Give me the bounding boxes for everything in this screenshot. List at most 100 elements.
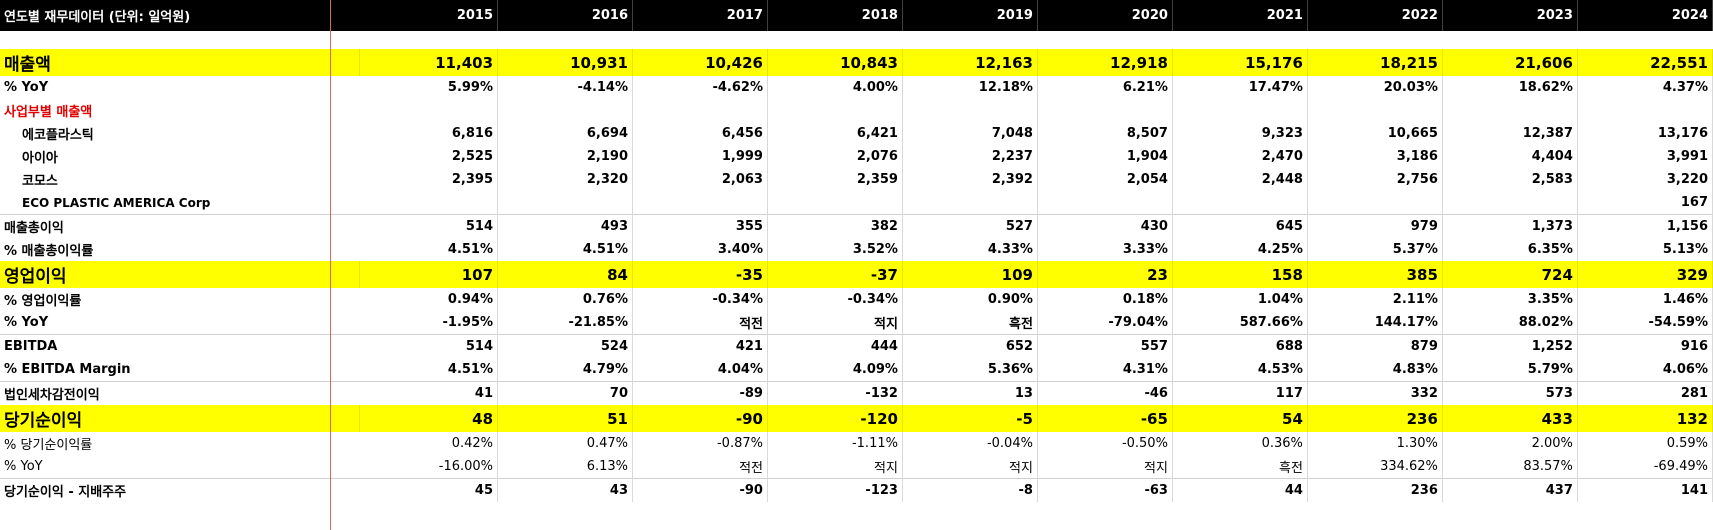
value-cell[interactable] xyxy=(359,99,499,122)
value-cell[interactable]: 1,156 xyxy=(1577,214,1713,238)
value-cell[interactable] xyxy=(359,191,499,215)
value-cell[interactable]: 2,395 xyxy=(359,168,499,191)
value-cell[interactable]: 0.18% xyxy=(1037,288,1173,311)
value-cell[interactable]: -123 xyxy=(767,478,903,502)
value-cell[interactable]: 652 xyxy=(902,334,1038,358)
value-cell[interactable]: -46 xyxy=(1037,381,1173,405)
value-cell[interactable]: -120 xyxy=(767,405,903,432)
empty-cell[interactable] xyxy=(1577,31,1712,49)
value-cell[interactable]: 10,843 xyxy=(767,49,903,76)
row-label[interactable]: 에코플라스틱 xyxy=(22,128,94,143)
value-cell[interactable] xyxy=(1037,191,1173,215)
value-cell[interactable]: -0.34% xyxy=(632,288,768,311)
value-cell[interactable]: 2,392 xyxy=(902,168,1038,191)
empty-cell[interactable] xyxy=(633,31,768,49)
value-cell[interactable]: 12,163 xyxy=(902,49,1038,76)
value-cell[interactable] xyxy=(1442,99,1578,122)
value-cell[interactable]: 3.35% xyxy=(1442,288,1578,311)
year-header[interactable]: 2017 xyxy=(632,0,768,31)
value-cell[interactable]: 0.59% xyxy=(1577,432,1713,455)
value-cell[interactable]: 573 xyxy=(1442,381,1578,405)
value-cell[interactable]: 43 xyxy=(497,478,633,502)
value-cell[interactable] xyxy=(497,99,633,122)
value-cell[interactable]: 107 xyxy=(359,261,499,288)
value-cell[interactable] xyxy=(497,191,633,215)
value-cell[interactable]: 6,816 xyxy=(359,122,499,145)
value-cell[interactable]: 332 xyxy=(1307,381,1443,405)
value-cell[interactable]: 4.31% xyxy=(1037,358,1173,382)
value-cell[interactable]: 7,048 xyxy=(902,122,1038,145)
value-cell[interactable]: 2,448 xyxy=(1172,168,1308,191)
empty-cell[interactable] xyxy=(1037,31,1172,49)
value-cell[interactable]: 444 xyxy=(767,334,903,358)
value-cell[interactable] xyxy=(632,99,768,122)
value-cell[interactable]: 430 xyxy=(1037,214,1173,238)
value-cell[interactable]: 15,176 xyxy=(1172,49,1308,76)
value-cell[interactable] xyxy=(1037,99,1173,122)
value-cell[interactable]: 1,252 xyxy=(1442,334,1578,358)
value-cell[interactable]: 144.17% xyxy=(1307,311,1443,335)
empty-cell[interactable] xyxy=(1442,31,1577,49)
value-cell[interactable]: 117 xyxy=(1172,381,1308,405)
value-cell[interactable]: 83.57% xyxy=(1442,455,1578,479)
value-cell[interactable]: 1,999 xyxy=(632,145,768,168)
value-cell[interactable]: 54 xyxy=(1172,405,1308,432)
value-cell[interactable] xyxy=(1172,191,1308,215)
year-header[interactable]: 2016 xyxy=(497,0,633,31)
value-cell[interactable]: 385 xyxy=(1307,261,1443,288)
value-cell[interactable]: -0.50% xyxy=(1037,432,1173,455)
value-cell[interactable] xyxy=(1307,191,1443,215)
value-cell[interactable]: 11,403 xyxy=(359,49,499,76)
value-cell[interactable]: 2,054 xyxy=(1037,168,1173,191)
year-header[interactable]: 2019 xyxy=(902,0,1038,31)
value-cell[interactable]: 1.46% xyxy=(1577,288,1713,311)
value-cell[interactable]: 6,456 xyxy=(632,122,768,145)
value-cell[interactable]: 70 xyxy=(497,381,633,405)
value-cell[interactable]: -37 xyxy=(767,261,903,288)
value-cell[interactable]: -5 xyxy=(902,405,1038,432)
row-label[interactable]: 법인세차감전이익 xyxy=(0,381,360,405)
empty-cell[interactable] xyxy=(902,31,1037,49)
value-cell[interactable]: -132 xyxy=(767,381,903,405)
row-label[interactable]: 코모스 xyxy=(22,174,58,189)
value-cell[interactable] xyxy=(767,191,903,215)
value-cell[interactable]: 4.53% xyxy=(1172,358,1308,382)
value-cell[interactable]: 979 xyxy=(1307,214,1443,238)
value-cell[interactable]: 4.33% xyxy=(902,238,1038,261)
value-cell[interactable]: 527 xyxy=(902,214,1038,238)
value-cell[interactable]: -0.34% xyxy=(767,288,903,311)
value-cell[interactable]: -90 xyxy=(632,405,768,432)
value-cell[interactable] xyxy=(1307,99,1443,122)
value-cell[interactable]: 329 xyxy=(1577,261,1713,288)
row-label[interactable]: % YoY xyxy=(4,459,43,474)
value-cell[interactable]: -65 xyxy=(1037,405,1173,432)
empty-cell[interactable] xyxy=(0,31,359,49)
value-cell[interactable]: 236 xyxy=(1307,478,1443,502)
value-cell[interactable]: 10,665 xyxy=(1307,122,1443,145)
value-cell[interactable]: 84 xyxy=(497,261,633,288)
value-cell[interactable]: -4.62% xyxy=(632,76,768,99)
year-header[interactable]: 2015 xyxy=(359,0,499,31)
value-cell[interactable]: 355 xyxy=(632,214,768,238)
row-label[interactable]: 사업부별 매출액 xyxy=(4,105,93,120)
value-cell[interactable] xyxy=(902,191,1038,215)
value-cell[interactable]: 6,694 xyxy=(497,122,633,145)
value-cell[interactable]: 5.99% xyxy=(359,76,499,99)
value-cell[interactable]: 2.11% xyxy=(1307,288,1443,311)
value-cell[interactable]: 흑전 xyxy=(1172,455,1308,479)
value-cell[interactable]: 433 xyxy=(1442,405,1578,432)
empty-cell[interactable] xyxy=(1307,31,1442,49)
value-cell[interactable]: -16.00% xyxy=(359,455,499,479)
value-cell[interactable]: 10,931 xyxy=(497,49,633,76)
year-header[interactable]: 2020 xyxy=(1037,0,1173,31)
value-cell[interactable] xyxy=(1172,99,1308,122)
value-cell[interactable]: 557 xyxy=(1037,334,1173,358)
year-header[interactable]: 2018 xyxy=(767,0,903,31)
value-cell[interactable]: 4.06% xyxy=(1577,358,1713,382)
value-cell[interactable]: 3,186 xyxy=(1307,145,1443,168)
value-cell[interactable]: 0.90% xyxy=(902,288,1038,311)
row-label[interactable]: 당기순이익 xyxy=(0,405,360,432)
value-cell[interactable]: 524 xyxy=(497,334,633,358)
value-cell[interactable]: -21.85% xyxy=(497,311,633,335)
value-cell[interactable]: 41 xyxy=(359,381,499,405)
